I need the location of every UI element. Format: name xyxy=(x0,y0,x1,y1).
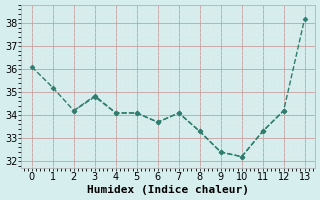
X-axis label: Humidex (Indice chaleur): Humidex (Indice chaleur) xyxy=(87,185,249,195)
